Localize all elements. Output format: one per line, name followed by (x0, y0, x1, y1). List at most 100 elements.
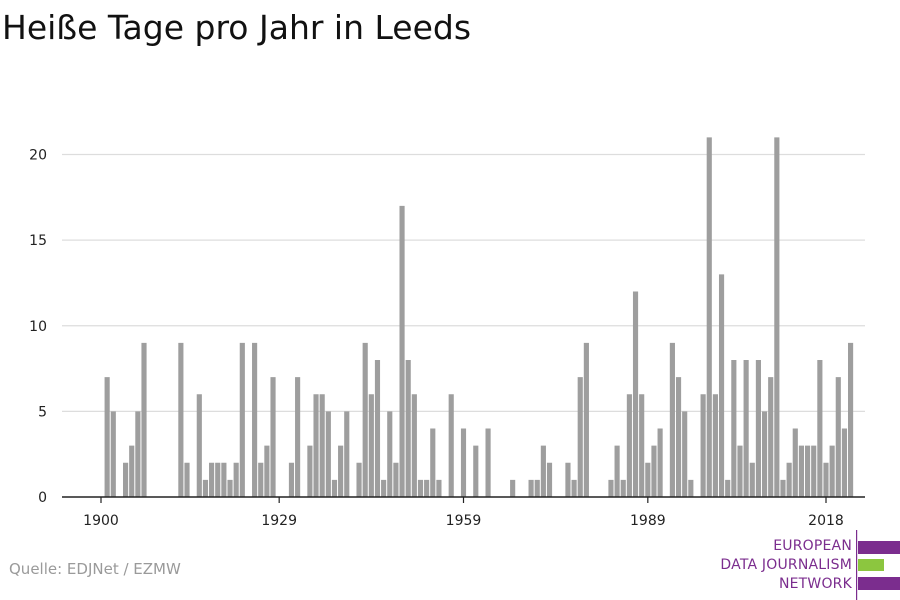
bar (399, 205, 405, 497)
bars (104, 137, 854, 497)
bar (381, 479, 387, 497)
bar (424, 479, 430, 497)
bar (639, 394, 645, 497)
x-tick-label: 1959 (446, 513, 482, 529)
bar (583, 342, 589, 497)
x-tick-label: 1929 (261, 513, 297, 529)
y-tick-label: 15 (29, 233, 47, 249)
bar (417, 479, 424, 497)
bar (141, 342, 147, 497)
bar (620, 479, 626, 497)
y-tick-label: 20 (29, 148, 47, 164)
bar (823, 462, 829, 497)
bar (258, 462, 264, 497)
chart-title: Heiße Tage pro Jahr in Leeds (2, 8, 472, 47)
logo-mark-icon (856, 530, 900, 600)
bar (682, 411, 688, 497)
bar (270, 377, 276, 497)
bar (202, 479, 209, 497)
bar (178, 342, 184, 497)
bar (264, 445, 270, 497)
bar (718, 274, 725, 497)
y-tick-labels: 0 5 10 15 20 (29, 148, 47, 507)
bar (571, 479, 577, 497)
bar (123, 462, 129, 497)
bar (706, 137, 712, 497)
bar (835, 377, 841, 497)
source-note: Quelle: EDJNet / EZMW (9, 560, 181, 578)
bar (632, 291, 639, 497)
bar (608, 479, 614, 497)
bar (338, 445, 344, 497)
logo-line-3: NETWORK (778, 576, 852, 592)
bar (448, 394, 454, 497)
bar (669, 342, 675, 497)
bar (135, 411, 141, 497)
bar (288, 462, 295, 497)
bar (374, 360, 381, 497)
bar (411, 394, 417, 497)
bar (319, 394, 325, 497)
bar (233, 462, 239, 497)
bar (577, 377, 583, 497)
bar (356, 462, 362, 497)
bar (626, 394, 632, 497)
bar (313, 394, 319, 497)
bar (688, 479, 694, 497)
bar (712, 394, 718, 497)
bar (209, 462, 215, 497)
bar (473, 445, 479, 497)
logo-line-2: DATA JOURNALISM (720, 557, 852, 573)
bar (743, 360, 749, 497)
bar (344, 411, 350, 497)
x-tick-labels: 1900 1929 1959 1989 2018 (83, 497, 844, 529)
y-tick-label: 5 (38, 404, 47, 420)
bar (436, 479, 442, 497)
bar (841, 428, 848, 497)
bar (104, 377, 110, 497)
bar (768, 377, 774, 497)
bar (675, 377, 682, 497)
bar (252, 342, 258, 497)
bar (761, 411, 768, 497)
bar (221, 462, 227, 497)
bar (184, 462, 190, 497)
bar (528, 479, 534, 497)
bar (792, 428, 798, 497)
bar (331, 479, 338, 497)
bar (651, 445, 657, 497)
x-tick-label: 1900 (83, 513, 119, 529)
bar (405, 360, 411, 497)
bar (811, 445, 817, 497)
bar (804, 445, 811, 497)
bar (786, 462, 792, 497)
bar (325, 411, 331, 497)
x-tick-label: 1989 (630, 513, 666, 529)
bar (510, 479, 516, 497)
bar (368, 394, 374, 497)
gridlines (62, 153, 865, 413)
y-tick-label: 0 (38, 490, 47, 506)
x-tick-label: 2018 (808, 513, 844, 529)
logo-line-1: EUROPEAN (773, 538, 852, 554)
bar (817, 360, 823, 497)
bar (362, 342, 368, 497)
bar (196, 394, 202, 497)
bar (227, 479, 233, 497)
bar (546, 462, 553, 497)
bar (239, 342, 245, 497)
bar (780, 479, 786, 497)
bar (215, 462, 221, 497)
bar (774, 137, 780, 497)
y-tick-label: 10 (29, 319, 47, 335)
bar (295, 377, 301, 497)
bar (848, 342, 854, 497)
bar (645, 462, 651, 497)
bar (460, 428, 467, 497)
bar (129, 445, 135, 497)
bar (725, 479, 731, 497)
bar (565, 462, 571, 497)
bar (737, 445, 743, 497)
edjnet-logo: EUROPEAN DATA JOURNALISM NETWORK (690, 530, 900, 600)
